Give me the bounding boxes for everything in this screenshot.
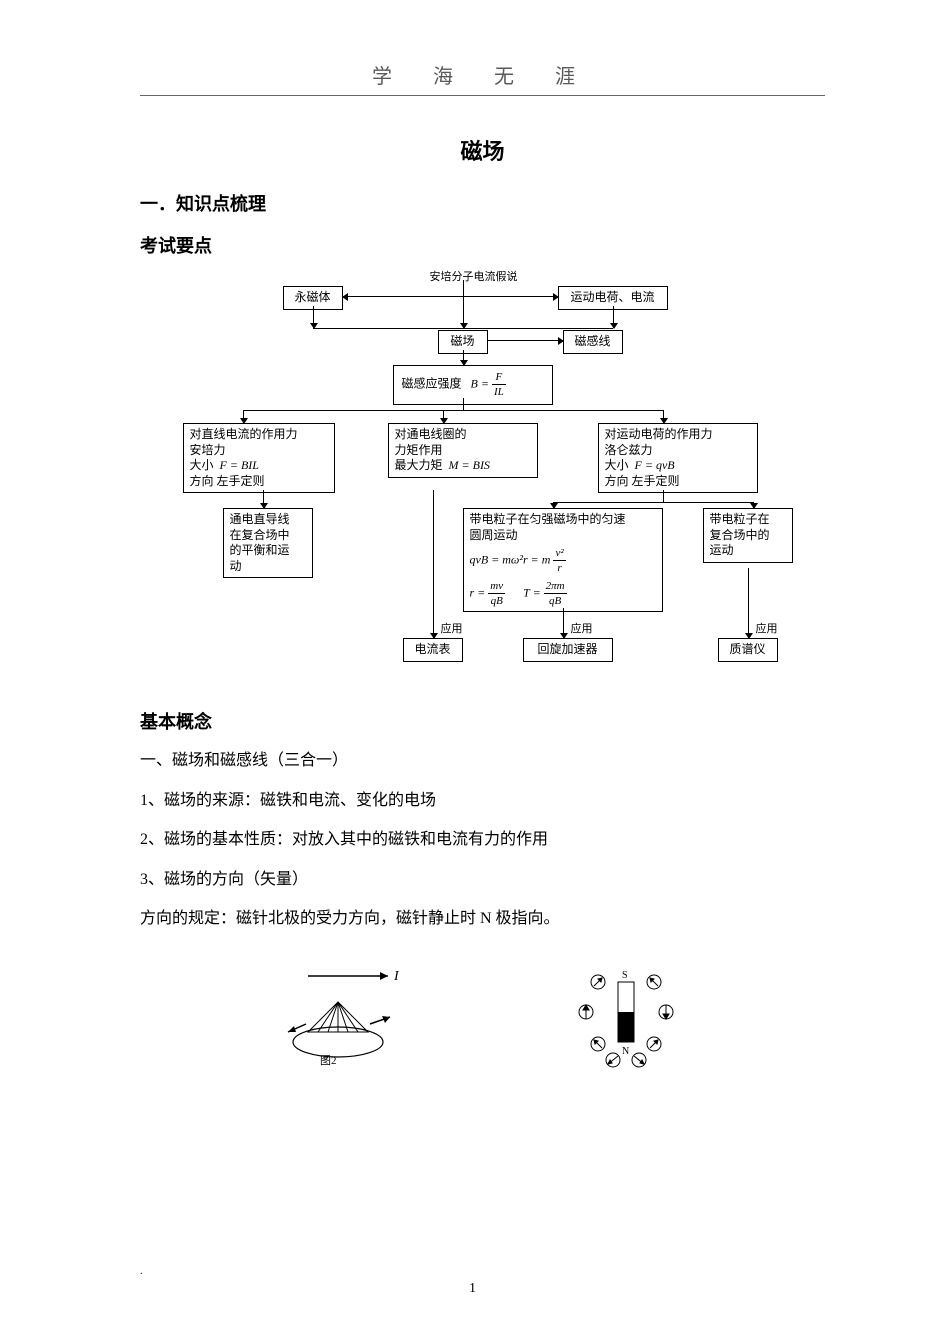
fc-node-circular-motion: 带电粒子在匀强磁场中的匀速 圆周运动 qvB = mω²r = m v²r r … [463, 508, 663, 612]
fc-c2-f1d: r [553, 561, 565, 575]
fig1-caption: 图2 [320, 1054, 337, 1067]
page-header: 学 海 无 涯 [140, 60, 825, 96]
fc-node-field-lines: 磁感线 [563, 330, 623, 354]
fig-s-label: S [622, 970, 628, 981]
fc-node-torque: 对通电线圈的 力矩作用 最大力矩 M = BIS [388, 423, 538, 478]
body-p3: 2、磁场的基本性质：对放入其中的磁铁和电流有力的作用 [140, 827, 825, 853]
fc-c3-l3: 运动 [710, 543, 786, 559]
fc-b-eq: B = [471, 377, 489, 391]
fc-b3-f: F = qvB [635, 458, 675, 472]
fc-top-label: 安培分子电流假说 [428, 268, 520, 284]
fc-b1-l2: 安培力 [190, 443, 328, 459]
fc-b1-f: F = BIL [220, 458, 259, 472]
fc-app-label-2: 应用 [569, 620, 595, 636]
section-exam-points: 考试要点 [140, 232, 825, 258]
fc-c3-l1: 带电粒子在 [710, 512, 786, 528]
fc-c1-l2: 在复合场中 [230, 528, 306, 544]
section-basic-concepts: 基本概念 [140, 708, 825, 734]
fc-c1-l3: 的平衡和运 [230, 543, 306, 559]
fc-b3-l4: 方向 左手定则 [605, 474, 751, 490]
body-p1: 一、磁场和磁感线（三合一） [140, 748, 825, 774]
fc-b2-l1: 对通电线圈的 [395, 427, 531, 443]
fc-node-lorentz-force: 对运动电荷的作用力 洛仑兹力 大小 F = qvB 方向 左手定则 [598, 423, 758, 493]
fc-b2-l3: 最大力矩 [395, 458, 443, 472]
fc-node-particle-compound-field: 带电粒子在 复合场中的 运动 [703, 508, 793, 563]
fc-c2-f1n: v² [553, 546, 565, 561]
body-p2: 1、磁场的来源：磁铁和电流、变化的电场 [140, 788, 825, 814]
fc-b3-l2: 洛仑兹力 [605, 443, 751, 459]
figure-current-loop: I 图2 [268, 962, 418, 1072]
fc-c2-f2d: qB [488, 594, 505, 608]
page-number: 1 [0, 1281, 945, 1297]
body-p5: 方向的规定：磁针北极的受力方向，磁针静止时 N 极指向。 [140, 906, 825, 932]
fc-c2-f3d: qB [544, 594, 567, 608]
fc-node-wire-compound-field: 通电直导线 在复合场中 的平衡和运 动 [223, 508, 313, 578]
fc-c1-l1: 通电直导线 [230, 512, 306, 528]
body-p4: 3、磁场的方向（矢量） [140, 867, 825, 893]
fc-b2-l2: 力矩作用 [395, 443, 531, 459]
fc-b-num: F [492, 370, 506, 385]
fc-c2-l2: 圆周运动 [470, 528, 656, 544]
fc-b3-l3: 大小 [605, 458, 629, 472]
fc-b2-f: M = BIS [449, 458, 490, 472]
section-knowledge: 一．知识点梳理 [140, 190, 825, 216]
fc-c2-l1: 带电粒子在匀强磁场中的匀速 [470, 512, 656, 528]
page-title: 磁场 [140, 134, 825, 166]
figures-row: I 图2 S N [140, 962, 825, 1072]
fc-b3-l1: 对运动电荷的作用力 [605, 427, 751, 443]
fc-node-cyclotron: 回旋加速器 [523, 638, 613, 662]
fc-b1-l3: 大小 [190, 458, 214, 472]
fc-c3-l2: 复合场中的 [710, 528, 786, 544]
fc-c2-f2n: mv [488, 579, 505, 594]
fc-node-ampere-force: 对直线电流的作用力 安培力 大小 F = BIL 方向 左手定则 [183, 423, 335, 493]
fc-app-label-1: 应用 [439, 620, 465, 636]
fc-c2-f1a: qvB = mω²r = m [470, 553, 551, 567]
fc-node-mass-spectrometer: 质谱仪 [718, 638, 778, 662]
fc-c2-f3n: 2πm [544, 579, 567, 594]
fig-i-label: I [393, 969, 400, 984]
figure-bar-magnet: S N [558, 962, 698, 1072]
fc-b-den: IL [492, 385, 506, 399]
fc-node-b-formula: 磁感应强度 B = FIL [393, 365, 553, 405]
fc-node-ammeter: 电流表 [403, 638, 463, 662]
footer-dot: . [140, 1266, 143, 1277]
fc-app-label-3: 应用 [754, 620, 780, 636]
fc-b-label: 磁感应强度 [402, 377, 462, 391]
fc-c2-f2a: r = [470, 585, 486, 599]
fig-n-label: N [622, 1046, 629, 1057]
fc-b1-l4: 方向 左手定则 [190, 474, 328, 490]
flowchart: 安培分子电流假说 永磁体 运动电荷、电流 磁场 磁感线 磁感应强度 B = FI… [163, 268, 803, 688]
fc-c2-f3a: T = [523, 585, 541, 599]
fc-b1-l1: 对直线电流的作用力 [190, 427, 328, 443]
fc-c1-l4: 动 [230, 559, 306, 575]
